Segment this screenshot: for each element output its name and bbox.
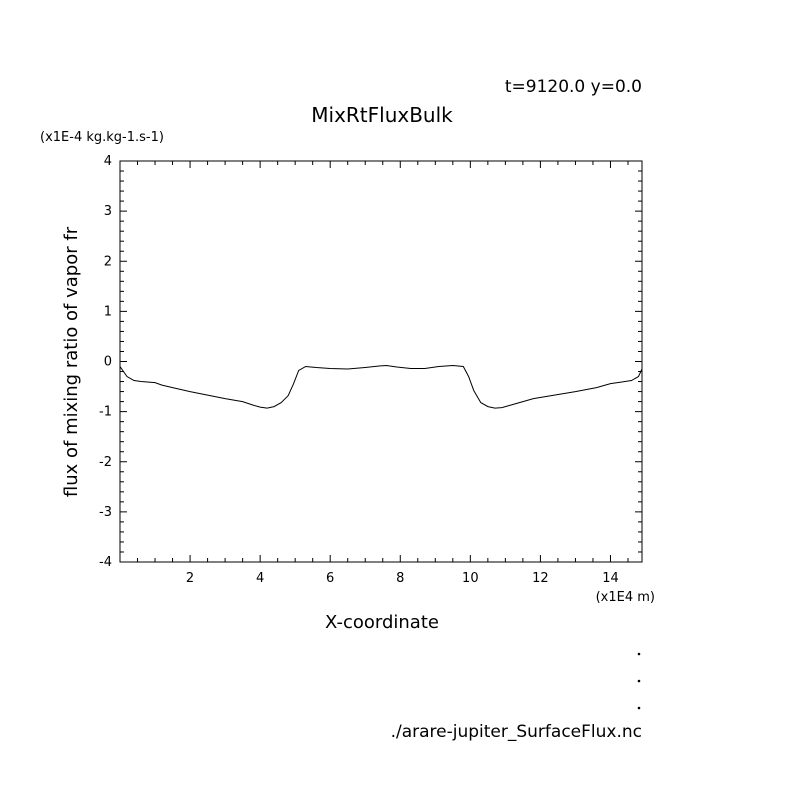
- series-line: [119, 364, 643, 409]
- y-tick-label: 1: [104, 304, 112, 319]
- y-tick-label: 3: [104, 204, 112, 219]
- chart-title: MixRtFluxBulk: [311, 103, 453, 127]
- time-info: t=9120.0 y=0.0: [505, 77, 642, 97]
- marker-dot: [637, 706, 641, 710]
- x-tick-label: 14: [602, 571, 619, 586]
- x-axis-tick-labels: 2 4 6 8 10 12 14: [186, 571, 619, 586]
- y-tick-label: 4: [104, 154, 112, 169]
- x-tick-label: 12: [532, 571, 549, 586]
- source-file: ./arare-jupiter_SurfaceFlux.nc: [391, 722, 642, 742]
- x-tick-label: 10: [462, 571, 479, 586]
- y-axis-tick-labels: -4 -3 -2 -1 0 1 2 3 4: [99, 154, 112, 570]
- y-axis-label: flux of mixing ratio of vapor fr: [61, 226, 82, 497]
- x-scale-unit: (x1E4 m): [596, 590, 655, 605]
- x-tick-label: 2: [186, 571, 194, 586]
- y-tick-label: -2: [99, 455, 112, 470]
- y-tick-label: -4: [99, 555, 112, 570]
- x-axis-label: X-coordinate: [325, 612, 439, 633]
- y-tick-label: -1: [99, 405, 112, 420]
- y-axis-ticks: [120, 160, 642, 563]
- y-tick-label: -3: [99, 505, 112, 520]
- plot-frame: [119, 160, 643, 563]
- y-tick-label: 2: [104, 254, 112, 269]
- x-axis-ticks: [137, 161, 629, 562]
- x-tick-label: 6: [326, 571, 334, 586]
- y-tick-label: 0: [104, 355, 112, 370]
- x-tick-label: 4: [256, 571, 264, 586]
- marker-dot: [637, 652, 641, 656]
- marker-dot: [637, 679, 641, 683]
- x-tick-label: 8: [396, 571, 404, 586]
- y-scale-unit: (x1E-4 kg.kg-1.s-1): [40, 130, 164, 145]
